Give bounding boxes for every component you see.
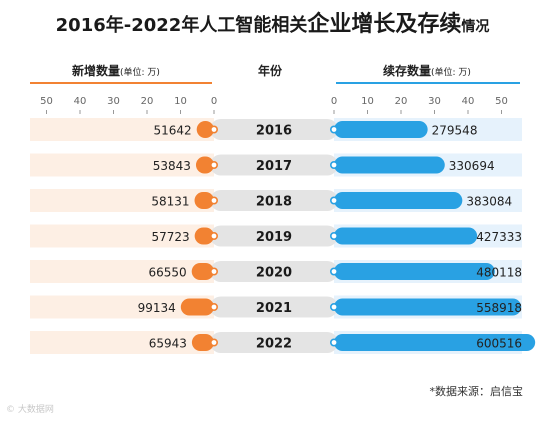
stock-count-label: 383084 [466, 195, 512, 209]
year-pill [210, 154, 338, 176]
left-axis-tick: 0 [211, 96, 217, 107]
left-axis-tick: 30 [107, 96, 120, 107]
left-axis-tick: 50 [40, 96, 53, 107]
new-count-label: 57723 [151, 230, 189, 244]
year-label: 2022 [256, 337, 292, 352]
right-header-label: 续存数量 [383, 64, 432, 78]
watermark: © 大数据网 [6, 405, 54, 415]
year-pill [210, 225, 338, 247]
right-connector-dot [329, 232, 338, 241]
right-connector-dot [329, 125, 338, 134]
left-row-band [30, 189, 214, 212]
chart-title: 2016年-2022年人工智能相关企业增长及存续情况 [0, 6, 545, 38]
title-part1: 2016年-2022年人工智能相关 [55, 15, 308, 36]
new-count-bar [191, 263, 214, 280]
right-connector-dot [329, 161, 338, 170]
year-label: 2019 [256, 230, 292, 245]
stock-count-bar [334, 334, 536, 351]
left-connector-dot [210, 267, 219, 276]
right-header-unit: (单位: 万) [431, 68, 471, 78]
right-axis-tick: 10 [361, 96, 374, 107]
left-row-band [30, 224, 214, 248]
stock-count-bar [334, 263, 495, 280]
new-count-bar [194, 227, 214, 245]
left-connector-dot [210, 161, 219, 170]
stock-count-bar [334, 298, 522, 316]
left-row-band [30, 118, 214, 141]
left-axis-tick: 40 [74, 96, 87, 107]
right-axis-tick: 50 [495, 96, 508, 107]
stock-count-label: 330694 [449, 159, 495, 173]
new-count-label: 99134 [138, 301, 176, 315]
left-row-band [30, 260, 214, 283]
year-pill [210, 296, 338, 318]
new-count-bar [180, 298, 214, 316]
stock-count-label: 279548 [432, 124, 478, 138]
center-header: 年份 [258, 64, 283, 78]
year-pill [210, 261, 338, 282]
year-pill [210, 332, 338, 353]
new-count-label: 66550 [149, 266, 187, 280]
right-connector-dot [329, 302, 338, 311]
year-label: 2018 [256, 195, 292, 210]
stock-count-bar [334, 156, 445, 174]
right-header-rule [336, 82, 520, 84]
new-count-bar [191, 334, 214, 351]
left-connector-dot [210, 196, 219, 205]
right-header: 续存数量(单位: 万) [383, 62, 471, 79]
left-header-label: 新增数量 [72, 64, 121, 78]
stock-count-label: 600516 [476, 337, 522, 351]
new-count-bar [194, 192, 214, 209]
new-count-label: 65943 [149, 337, 187, 351]
left-header-rule [30, 82, 212, 84]
year-label: 2016 [256, 124, 292, 139]
new-count-bar [196, 121, 214, 138]
stock-count-bar [334, 192, 463, 209]
left-connector-dot [210, 302, 219, 311]
year-label: 2020 [256, 266, 292, 281]
left-axis-tick: 20 [141, 96, 154, 107]
left-header: 新增数量(单位: 万) [72, 62, 160, 79]
title-part3: 情况 [461, 19, 490, 35]
left-row-band [30, 295, 214, 319]
left-connector-dot [210, 338, 219, 347]
left-row-band [30, 153, 214, 177]
stock-count-bar [334, 121, 428, 138]
stock-count-label: 558918 [476, 301, 522, 315]
right-axis-tick: 40 [462, 96, 475, 107]
stock-count-bar [334, 227, 478, 245]
stock-count-label: 480118 [476, 266, 522, 280]
right-connector-dot [329, 267, 338, 276]
new-count-label: 58131 [151, 195, 189, 209]
year-label: 2017 [256, 159, 292, 174]
left-row-band [30, 331, 214, 354]
left-axis-tick: 10 [174, 96, 187, 107]
right-axis-tick: 0 [331, 96, 337, 107]
new-count-label: 53843 [153, 159, 191, 173]
new-count-label: 51642 [154, 124, 192, 138]
right-axis-tick: 20 [395, 96, 408, 107]
right-connector-dot [329, 338, 338, 347]
right-axis-tick: 30 [428, 96, 441, 107]
left-connector-dot [210, 232, 219, 241]
title-part2: 企业增长及存续 [307, 12, 462, 37]
year-pill [210, 119, 338, 140]
left-header-unit: (单位: 万) [120, 68, 160, 78]
left-connector-dot [210, 125, 219, 134]
data-source: *数据来源：启信宝 [429, 385, 524, 398]
new-count-bar [195, 156, 214, 174]
year-pill [210, 190, 338, 211]
right-connector-dot [329, 196, 338, 205]
stock-count-label: 427333 [476, 230, 522, 244]
year-label: 2021 [256, 301, 292, 316]
